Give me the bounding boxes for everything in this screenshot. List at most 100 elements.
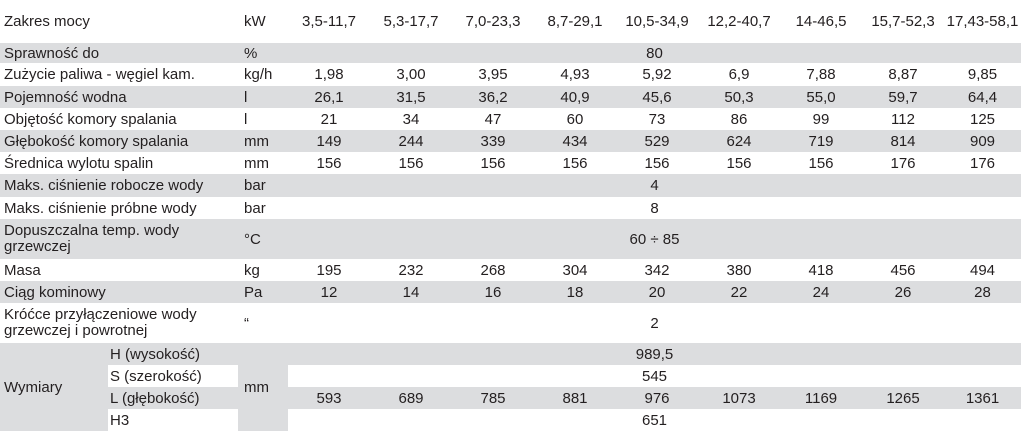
- cell-value: 86: [698, 108, 781, 130]
- cell-value: 156: [288, 152, 371, 174]
- row-label: Maks. ciśnienie robocze wody: [0, 174, 239, 197]
- row-cisnienie-probne: Maks. ciśnienie próbne wody bar 8: [0, 197, 1021, 219]
- cell-value: 1073: [698, 387, 781, 409]
- row-label: Objętość komory spalania: [0, 108, 239, 130]
- cell-value: 976: [616, 387, 699, 409]
- cell-value: 909: [944, 130, 1021, 152]
- cell-value: 24: [780, 281, 863, 303]
- cell-value: 8,87: [862, 63, 945, 86]
- cell-value: 785: [452, 387, 535, 409]
- row-unit: bar: [238, 174, 289, 197]
- cell-value: 176: [862, 152, 945, 174]
- row-srednica: Średnica wylotu spalin mm 156 156 156 15…: [0, 152, 1021, 174]
- row-sprawnosc: Sprawność do % 80: [0, 43, 1021, 63]
- dimension-label: L (głębokość): [108, 387, 239, 409]
- cell-value: 1169: [780, 387, 863, 409]
- row-label: Pojemność wodna: [0, 86, 239, 108]
- cell-value: 156: [534, 152, 617, 174]
- header-range: 5,3-17,7: [370, 0, 453, 43]
- cell-value: 26: [862, 281, 945, 303]
- row-temperatura: Dopuszczalna temp. wody grzewczej °C 60 …: [0, 219, 1021, 259]
- cell-value: 339: [452, 130, 535, 152]
- row-value: 8: [288, 197, 1021, 219]
- row-pojemnosc: Pojemność wodna l 26,1 31,5 36,2 40,9 45…: [0, 86, 1021, 108]
- header-range: 14-46,5: [780, 0, 863, 43]
- header-row: Zakres mocy kW 3,5-11,7 5,3-17,7 7,0-23,…: [0, 0, 1021, 43]
- cell-value: 195: [288, 259, 371, 281]
- cell-value: 73: [616, 108, 699, 130]
- cell-value: 3,95: [452, 63, 535, 86]
- cell-value: 60: [534, 108, 617, 130]
- row-unit: “: [238, 303, 289, 343]
- row-value: 80: [288, 43, 1021, 63]
- cell-value: 176: [944, 152, 1021, 174]
- cell-value: 4,93: [534, 63, 617, 86]
- row-value: 60 ÷ 85: [288, 219, 1021, 259]
- row-unit: %: [238, 43, 289, 63]
- row-unit: mm: [238, 152, 289, 174]
- cell-value: 456: [862, 259, 945, 281]
- row-unit: °C: [238, 219, 289, 259]
- cell-value: 50,3: [698, 86, 781, 108]
- row-unit: mm: [238, 130, 289, 152]
- row-unit: kg: [238, 259, 289, 281]
- cell-value: 268: [452, 259, 535, 281]
- row-krocce: Króćce przyłączeniowe wody grzewczej i p…: [0, 303, 1021, 343]
- header-range: 15,7-52,3: [862, 0, 945, 43]
- header-range: 12,2-40,7: [698, 0, 781, 43]
- cell-value: 34: [370, 108, 453, 130]
- row-label: Ciąg kominowy: [0, 281, 239, 303]
- cell-value: 156: [452, 152, 535, 174]
- cell-value: 689: [370, 387, 453, 409]
- cell-value: 304: [534, 259, 617, 281]
- row-value: 4: [288, 174, 1021, 197]
- row-label: Zużycie paliwa - węgiel kam.: [0, 63, 239, 86]
- cell-value: 1361: [944, 387, 1021, 409]
- row-label: Głębokość komory spalania: [0, 130, 239, 152]
- cell-value: 418: [780, 259, 863, 281]
- cell-value: 156: [698, 152, 781, 174]
- cell-value: 36,2: [452, 86, 535, 108]
- row-unit: l: [238, 86, 289, 108]
- header-range: 17,43-58,1: [944, 0, 1021, 43]
- header-label: Zakres mocy: [0, 0, 239, 43]
- cell-value: 18: [534, 281, 617, 303]
- cell-value: 593: [288, 387, 371, 409]
- cell-value: 40,9: [534, 86, 617, 108]
- cell-value: 20: [616, 281, 699, 303]
- header-range: 8,7-29,1: [534, 0, 617, 43]
- header-range: 10,5-34,9: [616, 0, 699, 43]
- row-unit: l: [238, 108, 289, 130]
- cell-value: 45,6: [616, 86, 699, 108]
- row-wymiary-h3: H3 651: [0, 409, 1021, 431]
- row-label: Maks. ciśnienie próbne wody: [0, 197, 239, 219]
- cell-value: 244: [370, 130, 453, 152]
- header-unit: kW: [238, 0, 289, 43]
- cell-value: 31,5: [370, 86, 453, 108]
- row-wymiary-l: L (głębokość) 593 689 785 881 976 1073 1…: [0, 387, 1021, 409]
- cell-value: 5,92: [616, 63, 699, 86]
- row-unit: kg/h: [238, 63, 289, 86]
- dimension-value: 651: [288, 409, 1021, 431]
- cell-value: 21: [288, 108, 371, 130]
- wymiary-label: Wymiary: [0, 343, 108, 431]
- cell-value: 26,1: [288, 86, 371, 108]
- dimension-label: S (szerokość): [108, 365, 239, 387]
- cell-value: 3,00: [370, 63, 453, 86]
- row-wymiary-h: Wymiary H (wysokość) mm 989,5: [0, 343, 1021, 431]
- dimension-label: H3: [108, 409, 239, 431]
- cell-value: 624: [698, 130, 781, 152]
- cell-value: 22: [698, 281, 781, 303]
- row-glebokosc: Głębokość komory spalania mm 149 244 339…: [0, 130, 1021, 152]
- cell-value: 9,85: [944, 63, 1021, 86]
- cell-value: 494: [944, 259, 1021, 281]
- dimension-value: 989,5: [288, 343, 1021, 365]
- cell-value: 64,4: [944, 86, 1021, 108]
- cell-value: 881: [534, 387, 617, 409]
- cell-value: 342: [616, 259, 699, 281]
- cell-value: 99: [780, 108, 863, 130]
- cell-value: 1265: [862, 387, 945, 409]
- cell-value: 232: [370, 259, 453, 281]
- header-range: 7,0-23,3: [452, 0, 535, 43]
